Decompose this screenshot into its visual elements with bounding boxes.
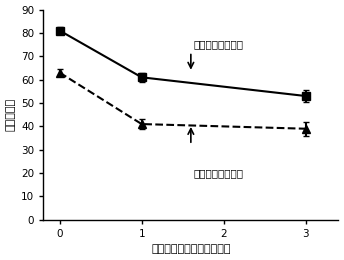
- Y-axis label: 記憶スコア: 記憶スコア: [6, 98, 15, 131]
- Text: ＰＱＢＰ１変異体: ＰＱＢＰ１変異体: [193, 168, 243, 178]
- Text: ＰＱＢＰ１野生型: ＰＱＢＰ１野生型: [193, 39, 243, 49]
- X-axis label: トレーニング後時間（時）: トレーニング後時間（時）: [151, 244, 230, 255]
